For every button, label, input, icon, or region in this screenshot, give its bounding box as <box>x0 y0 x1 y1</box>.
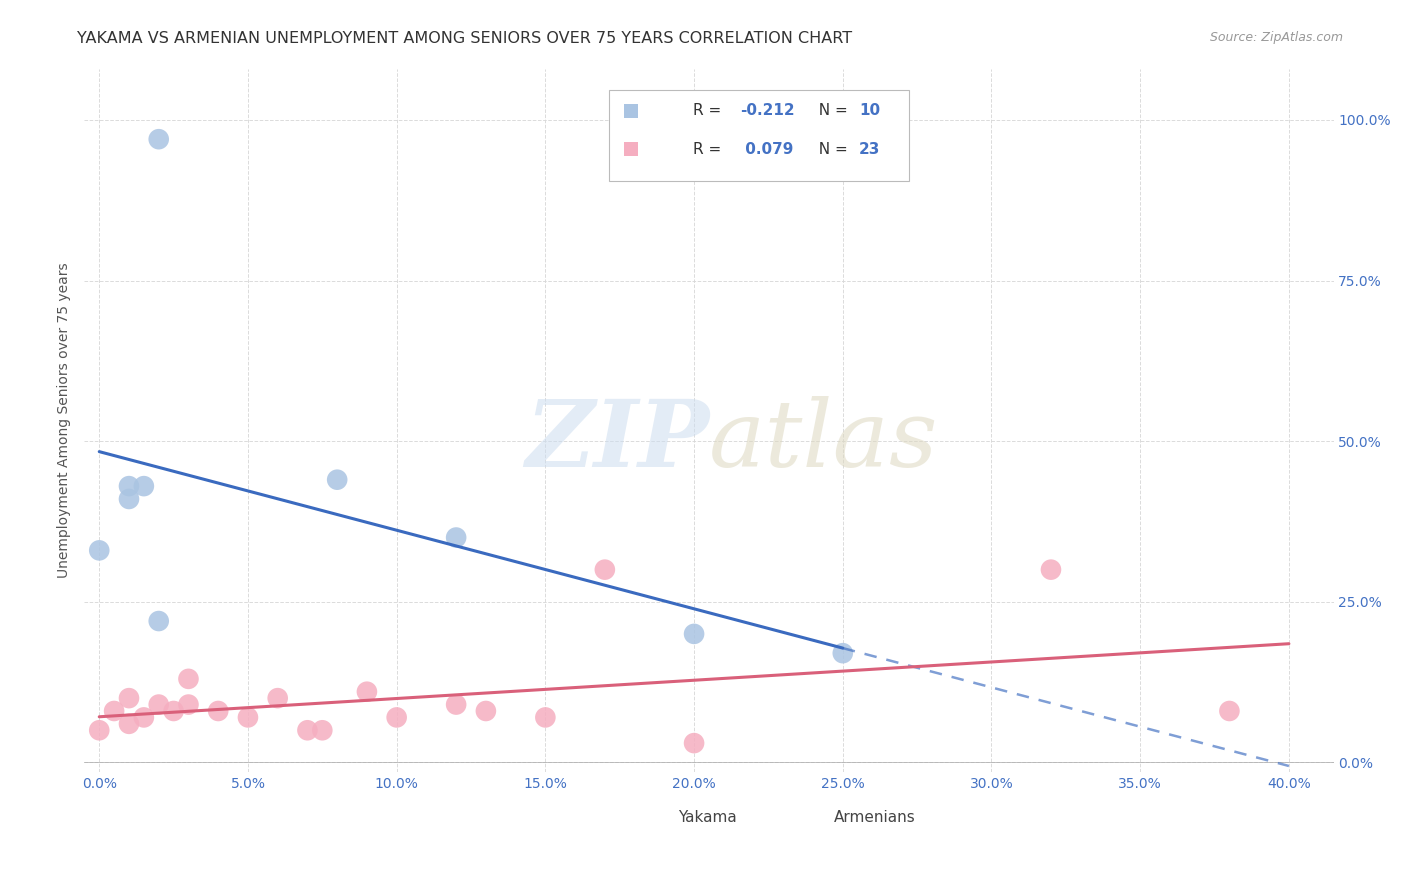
Text: R =: R = <box>693 142 725 157</box>
Text: atlas: atlas <box>709 396 938 486</box>
FancyBboxPatch shape <box>609 89 908 181</box>
Point <box>118 691 141 706</box>
Point <box>831 646 853 660</box>
FancyBboxPatch shape <box>634 809 669 826</box>
Point <box>475 704 498 718</box>
Point <box>236 710 259 724</box>
Point <box>593 563 616 577</box>
Point <box>311 723 333 738</box>
Point <box>1039 563 1062 577</box>
FancyBboxPatch shape <box>624 103 638 118</box>
Point <box>207 704 229 718</box>
Point <box>89 723 111 738</box>
Point <box>132 710 155 724</box>
Text: Source: ZipAtlas.com: Source: ZipAtlas.com <box>1209 31 1343 45</box>
Point <box>103 704 125 718</box>
Point <box>297 723 319 738</box>
Point <box>385 710 408 724</box>
Point <box>683 627 706 641</box>
Point <box>326 473 349 487</box>
Point <box>1218 704 1240 718</box>
Text: 0.079: 0.079 <box>740 142 793 157</box>
Y-axis label: Unemployment Among Seniors over 75 years: Unemployment Among Seniors over 75 years <box>58 262 72 578</box>
Text: YAKAMA VS ARMENIAN UNEMPLOYMENT AMONG SENIORS OVER 75 YEARS CORRELATION CHART: YAKAMA VS ARMENIAN UNEMPLOYMENT AMONG SE… <box>77 31 852 46</box>
Point <box>267 691 290 706</box>
Point <box>683 736 706 750</box>
Text: R =: R = <box>693 103 725 119</box>
Point <box>118 716 141 731</box>
Point <box>148 132 170 146</box>
Text: Armenians: Armenians <box>834 810 915 824</box>
Point <box>132 479 155 493</box>
Point <box>356 684 378 698</box>
Text: ZIP: ZIP <box>524 396 709 486</box>
Text: 10: 10 <box>859 103 880 119</box>
Point <box>118 491 141 506</box>
Point <box>89 543 111 558</box>
Text: 23: 23 <box>859 142 880 157</box>
Point <box>534 710 557 724</box>
Point <box>444 531 467 545</box>
FancyBboxPatch shape <box>624 143 638 156</box>
Point <box>118 479 141 493</box>
Text: Yakama: Yakama <box>678 810 737 824</box>
Point <box>177 698 200 712</box>
Point <box>162 704 184 718</box>
Text: -0.212: -0.212 <box>740 103 794 119</box>
Point <box>148 698 170 712</box>
Point <box>148 614 170 628</box>
FancyBboxPatch shape <box>790 809 825 826</box>
Text: N =: N = <box>808 142 852 157</box>
Point <box>177 672 200 686</box>
Point <box>444 698 467 712</box>
Text: N =: N = <box>808 103 852 119</box>
